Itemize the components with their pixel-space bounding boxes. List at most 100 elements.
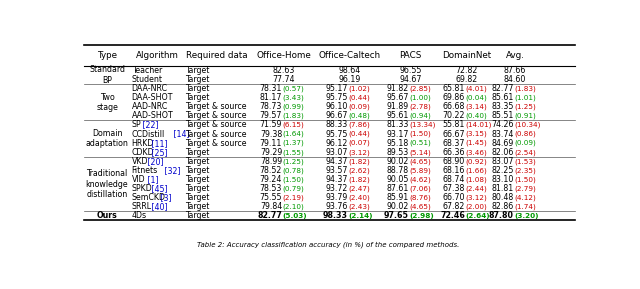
Text: (0.92): (0.92) [466, 158, 488, 165]
Text: (3.46): (3.46) [466, 149, 488, 155]
Text: Domain
adaptation: Domain adaptation [86, 129, 129, 148]
Text: Fitnets: Fitnets [132, 166, 158, 175]
Text: 69.86: 69.86 [443, 93, 465, 102]
Text: HRKD: HRKD [132, 139, 154, 148]
Text: Target: Target [185, 75, 209, 84]
Text: 81.33: 81.33 [387, 121, 409, 129]
Text: 67.82: 67.82 [443, 202, 465, 211]
Text: 96.12: 96.12 [326, 139, 348, 148]
Text: Two
stage: Two stage [96, 92, 118, 112]
Text: (2.98): (2.98) [410, 213, 435, 219]
Text: Target: Target [185, 212, 209, 221]
Text: Target & source: Target & source [185, 139, 246, 148]
Text: (2.14): (2.14) [349, 213, 373, 219]
Text: (2.54): (2.54) [514, 149, 536, 155]
Text: 83.74: 83.74 [491, 129, 513, 138]
Text: 84.69: 84.69 [492, 139, 513, 148]
Text: Target: Target [185, 193, 209, 202]
Text: (10.34): (10.34) [514, 122, 540, 128]
Text: 82.77: 82.77 [491, 84, 513, 93]
Text: Target: Target [185, 66, 209, 75]
Text: CCDistill: CCDistill [132, 129, 165, 138]
Text: CDKD: CDKD [132, 148, 154, 157]
Text: SPKD: SPKD [132, 184, 152, 193]
Text: (1.25): (1.25) [283, 158, 305, 165]
Text: (4.65): (4.65) [410, 203, 431, 210]
Text: 84.60: 84.60 [504, 75, 526, 84]
Text: 94.37: 94.37 [326, 175, 348, 184]
Text: (0.94): (0.94) [410, 113, 431, 119]
Text: (4.65): (4.65) [410, 158, 431, 165]
Text: 81.81: 81.81 [492, 184, 513, 193]
Text: (8.76): (8.76) [410, 194, 431, 201]
Text: (1.83): (1.83) [514, 85, 536, 92]
Text: (0.79): (0.79) [283, 186, 305, 192]
Text: 87.61: 87.61 [387, 184, 409, 193]
Text: (6.15): (6.15) [283, 122, 305, 128]
Text: 68.74: 68.74 [443, 175, 465, 184]
Text: 68.90: 68.90 [443, 157, 465, 166]
Text: Table 2: Accuracy classification accuracy (in %) of the compared methods.: Table 2: Accuracy classification accurac… [197, 242, 459, 248]
Text: 4Ds: 4Ds [132, 212, 147, 221]
Text: 95.61: 95.61 [387, 111, 409, 121]
Text: 77.74: 77.74 [273, 75, 295, 84]
Text: (4.62): (4.62) [410, 176, 431, 183]
Text: 96.10: 96.10 [326, 102, 348, 111]
Text: Target: Target [185, 157, 209, 166]
Text: (2.35): (2.35) [514, 167, 536, 174]
Text: (2.19): (2.19) [283, 194, 305, 201]
Text: 66.36: 66.36 [443, 148, 465, 157]
Text: 90.02: 90.02 [387, 202, 409, 211]
Text: [14]: [14] [171, 129, 189, 138]
Text: Traditional
knowledge
distillation: Traditional knowledge distillation [86, 169, 129, 199]
Text: 78.52: 78.52 [260, 166, 282, 175]
Text: 95.17: 95.17 [326, 84, 348, 93]
Text: PACS: PACS [399, 51, 422, 60]
Text: Student: Student [132, 75, 163, 84]
Text: (1.55): (1.55) [283, 149, 305, 155]
Text: (1.00): (1.00) [410, 95, 431, 101]
Text: (2.85): (2.85) [410, 85, 431, 92]
Text: 96.19: 96.19 [339, 75, 361, 84]
Text: (4.12): (4.12) [514, 194, 536, 201]
Text: 79.57: 79.57 [260, 111, 282, 121]
Text: (2.10): (2.10) [283, 203, 305, 210]
Text: SemCKD: SemCKD [132, 193, 166, 202]
Text: 93.17: 93.17 [387, 129, 409, 138]
Text: [25]: [25] [149, 148, 168, 157]
Text: (1.37): (1.37) [283, 140, 305, 147]
Text: (1.64): (1.64) [283, 131, 305, 137]
Text: 79.84: 79.84 [260, 202, 282, 211]
Text: Target: Target [185, 175, 209, 184]
Text: (1.74): (1.74) [514, 203, 536, 210]
Text: (1.82): (1.82) [349, 158, 371, 165]
Text: Target & source: Target & source [185, 102, 246, 111]
Text: Target: Target [185, 84, 209, 93]
Text: (13.34): (13.34) [410, 122, 436, 128]
Text: 88.78: 88.78 [387, 166, 409, 175]
Text: Target: Target [185, 93, 209, 102]
Text: Ours: Ours [97, 212, 117, 221]
Text: (1.83): (1.83) [283, 113, 305, 119]
Text: [11]: [11] [149, 139, 168, 148]
Text: 82.06: 82.06 [491, 148, 513, 157]
Text: (5.03): (5.03) [283, 213, 307, 219]
Text: (1.50): (1.50) [514, 176, 536, 183]
Text: [3]: [3] [157, 193, 172, 202]
Text: 83.35: 83.35 [491, 102, 513, 111]
Text: Target & source: Target & source [185, 121, 246, 129]
Text: 97.65: 97.65 [384, 212, 409, 221]
Text: [45]: [45] [149, 184, 168, 193]
Text: (0.48): (0.48) [349, 113, 371, 119]
Text: 78.53: 78.53 [260, 184, 282, 193]
Text: 96.67: 96.67 [326, 111, 348, 121]
Text: Standard
BP: Standard BP [89, 65, 125, 85]
Text: Teacher: Teacher [132, 66, 162, 75]
Text: 83.10: 83.10 [491, 175, 513, 184]
Text: 93.07: 93.07 [326, 148, 348, 157]
Text: AAD-NRC: AAD-NRC [132, 102, 168, 111]
Text: Target: Target [185, 184, 209, 193]
Text: 93.79: 93.79 [326, 193, 348, 202]
Text: 95.75: 95.75 [326, 93, 348, 102]
Text: 66.70: 66.70 [443, 193, 465, 202]
